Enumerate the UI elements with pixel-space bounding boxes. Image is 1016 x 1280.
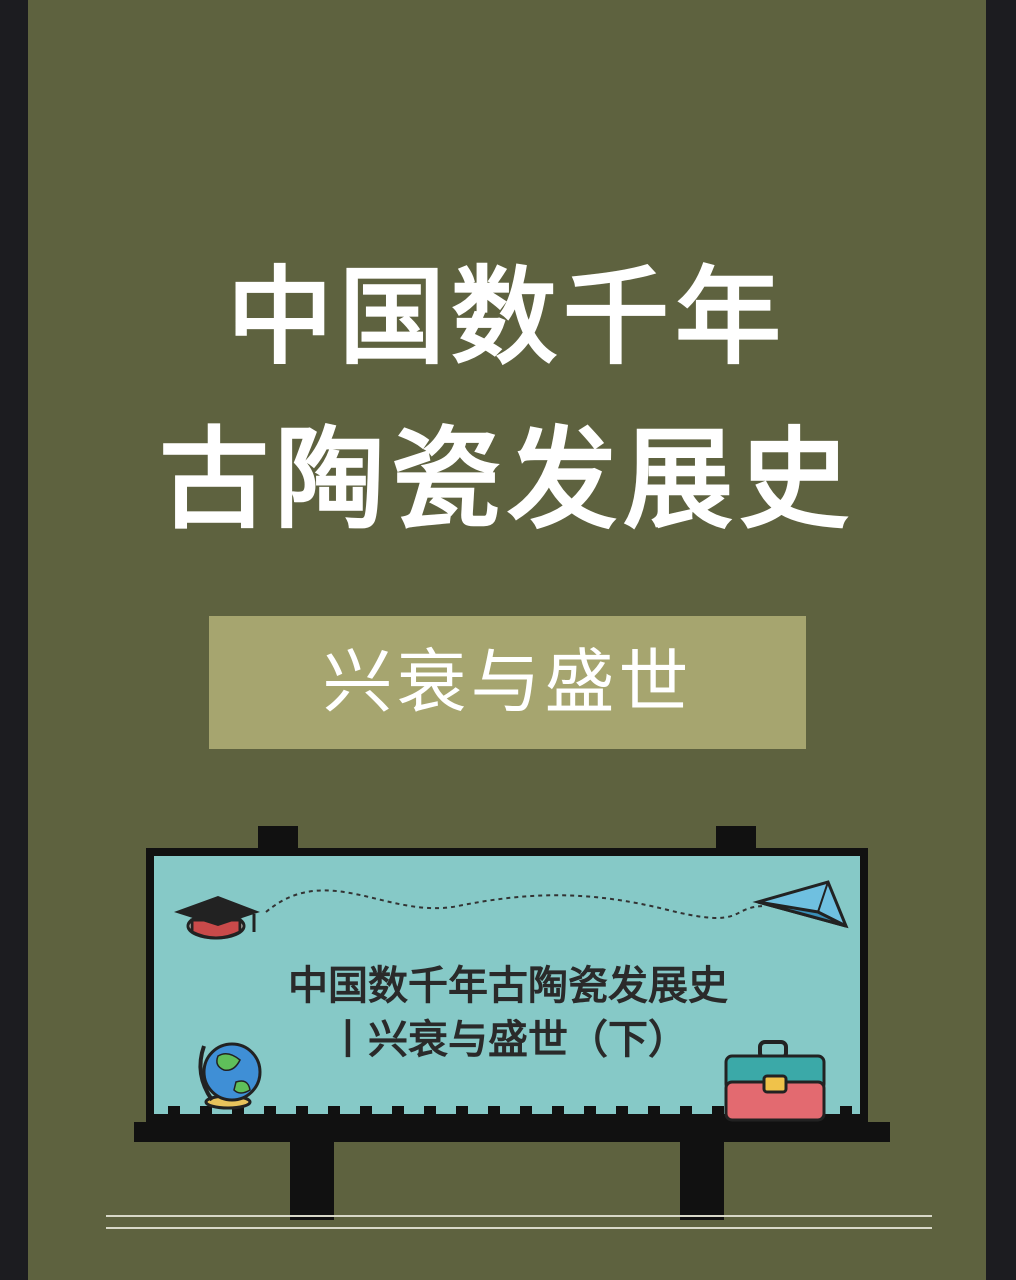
subtitle-text: 兴衰与盛世 [209, 616, 806, 749]
title-line-1: 中国数千年 [28, 258, 986, 378]
subtitle-banner: 兴衰与盛世 [209, 616, 806, 749]
left-border [0, 0, 28, 1280]
billboard-text-line-1: 中国数千年古陶瓷发展史 [178, 958, 838, 1014]
billboard-text-line-2: 丨兴衰与盛世（下） [178, 1012, 838, 1068]
billboard-base [134, 1122, 890, 1142]
right-border [986, 0, 1016, 1280]
poster: 中国数千年 古陶瓷发展史 兴衰与盛世 [28, 0, 986, 1280]
title-line-2: 古陶瓷发展史 [28, 418, 986, 542]
